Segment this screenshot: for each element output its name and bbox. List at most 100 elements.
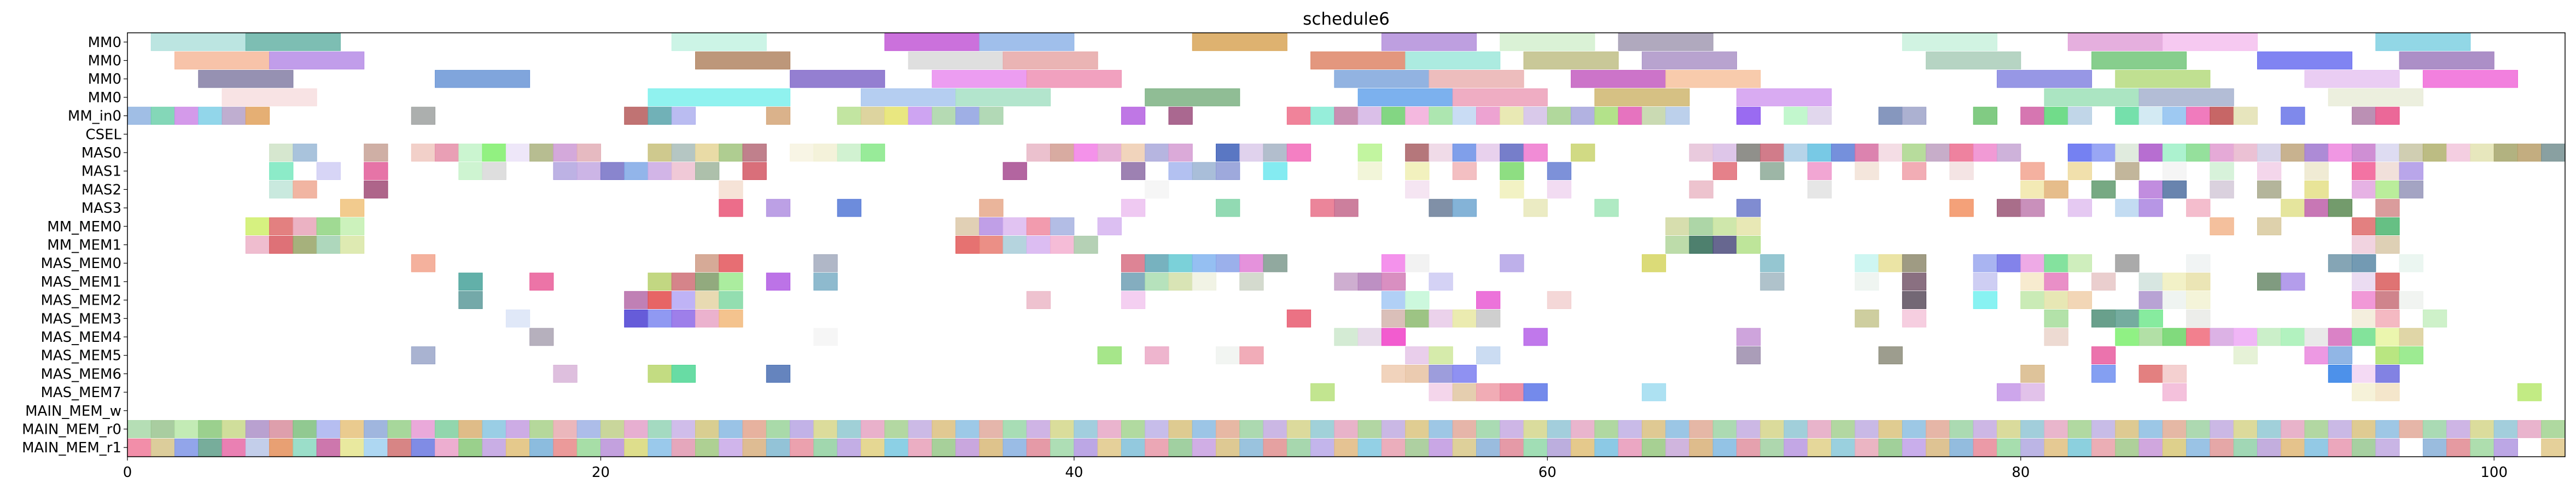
op-bar xyxy=(1855,309,1879,328)
op-bar xyxy=(387,420,412,438)
op-bar xyxy=(790,438,814,457)
op-bar xyxy=(1286,438,1312,457)
op-bar xyxy=(884,420,909,438)
op-bar xyxy=(1405,180,1430,199)
op-bar xyxy=(2375,346,2400,365)
op-bar xyxy=(1523,438,1548,457)
op-bar xyxy=(2375,309,2400,328)
op-bar xyxy=(1476,291,1501,309)
op-bar xyxy=(1641,438,1666,457)
op-bar xyxy=(1168,272,1193,291)
op-bar xyxy=(2233,420,2258,438)
op-bar xyxy=(1381,309,1406,328)
op-bar xyxy=(1310,107,1335,125)
op-bar xyxy=(2541,438,2566,457)
op-bar xyxy=(1476,420,1501,438)
op-bar xyxy=(2044,272,2068,291)
op-bar xyxy=(1286,107,1312,125)
op-bar xyxy=(1594,88,1690,107)
op-bar xyxy=(2233,346,2258,365)
op-bar xyxy=(624,438,649,457)
row-label: MAS2 xyxy=(81,182,121,198)
op-bar xyxy=(1996,199,2021,217)
op-bar xyxy=(2186,420,2211,438)
op-bar xyxy=(1452,309,1477,328)
op-bar xyxy=(837,143,861,162)
op-bar xyxy=(2162,33,2258,51)
op-bar xyxy=(1712,438,1737,457)
op-bar xyxy=(1949,143,1974,162)
op-bar xyxy=(1523,420,1548,438)
op-bar xyxy=(1689,180,1714,199)
op-bar xyxy=(1500,438,1524,457)
op-bar xyxy=(2091,438,2116,457)
op-bar xyxy=(1878,346,1903,365)
op-bar xyxy=(2186,328,2211,346)
op-bar xyxy=(1594,438,1619,457)
op-bar xyxy=(2328,365,2353,383)
op-bar xyxy=(340,236,365,254)
op-bar xyxy=(553,365,578,383)
op-bar xyxy=(2162,291,2187,309)
op-bar xyxy=(2304,328,2329,346)
op-bar xyxy=(1973,420,1997,438)
op-bar xyxy=(1192,162,1217,180)
op-bar xyxy=(553,420,578,438)
op-bar xyxy=(1003,236,1027,254)
op-bar xyxy=(1216,346,1240,365)
op-bar xyxy=(719,438,743,457)
op-bar xyxy=(1334,328,1359,346)
op-bar xyxy=(931,69,1027,88)
op-bar xyxy=(1286,420,1312,438)
op-bar xyxy=(1003,420,1027,438)
op-bar xyxy=(1523,51,1619,69)
op-bar xyxy=(1760,420,1785,438)
op-bar xyxy=(2020,365,2045,383)
op-bar xyxy=(1145,346,1169,365)
op-bar xyxy=(2352,309,2376,328)
op-bar xyxy=(2399,346,2423,365)
op-bar xyxy=(2186,438,2211,457)
op-bar xyxy=(1665,236,1690,254)
op-bar xyxy=(2186,272,2211,291)
op-bar xyxy=(2352,107,2376,125)
op-bar xyxy=(435,438,459,457)
op-bar xyxy=(2257,438,2282,457)
op-bar xyxy=(1429,346,1453,365)
op-bar xyxy=(1357,162,1382,180)
op-bar xyxy=(1926,143,1950,162)
op-bar xyxy=(1263,162,1287,180)
op-bar xyxy=(671,438,696,457)
op-bar xyxy=(790,420,814,438)
op-bar xyxy=(671,309,696,328)
op-bar xyxy=(2257,180,2282,199)
op-bar xyxy=(766,199,791,217)
op-bar xyxy=(2210,217,2234,236)
op-bar xyxy=(1902,254,1927,272)
op-bar xyxy=(2020,420,2045,438)
op-bar xyxy=(458,291,483,309)
op-bar xyxy=(127,438,151,457)
op-bar xyxy=(979,438,1004,457)
op-bar xyxy=(1452,199,1477,217)
op-bar xyxy=(435,420,459,438)
op-bar xyxy=(671,365,696,383)
op-bar xyxy=(1641,254,1666,272)
op-bar xyxy=(860,420,885,438)
op-bar xyxy=(269,217,294,236)
op-bar xyxy=(505,309,531,328)
op-bar xyxy=(1381,365,1406,383)
op-bar xyxy=(2399,291,2423,309)
op-bar xyxy=(1712,217,1737,236)
op-bar xyxy=(1807,438,1832,457)
op-bar xyxy=(364,143,388,162)
op-bar xyxy=(1618,107,1642,125)
op-bar xyxy=(1381,438,1406,457)
op-bar xyxy=(458,420,483,438)
op-bar xyxy=(2375,180,2400,199)
op-bar xyxy=(1286,309,1312,328)
op-bar xyxy=(340,438,365,457)
op-bar xyxy=(1476,309,1501,328)
op-bar xyxy=(813,420,838,438)
op-bar xyxy=(1902,438,1927,457)
